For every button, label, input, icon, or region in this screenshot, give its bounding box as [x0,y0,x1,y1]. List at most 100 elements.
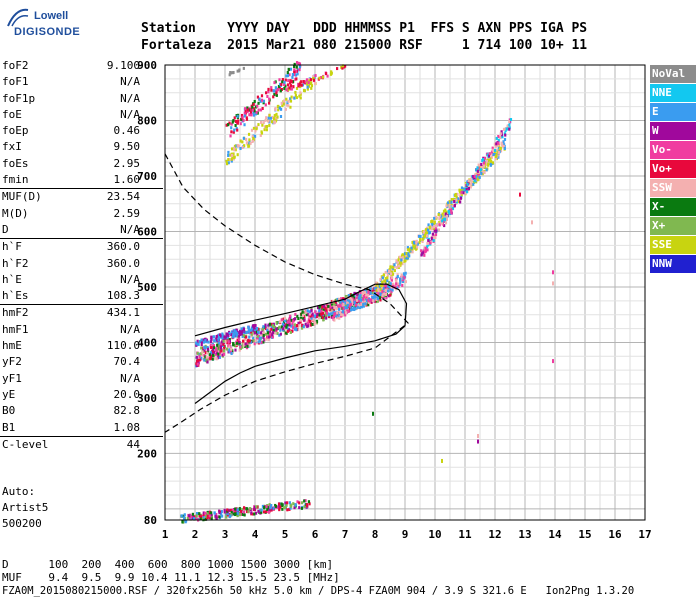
echo-point [423,234,426,238]
echo-point [203,358,206,362]
echo-point [242,506,246,510]
header-values: Fortaleza 2015 Mar21 080 215000 RSF 1 71… [141,38,588,53]
echo-point [353,291,356,295]
echo-point [350,297,353,301]
echo-point [201,353,204,357]
echo-point [262,331,265,335]
echo-point [230,157,233,161]
echo-point [451,207,455,211]
echo-point [247,132,251,136]
echo-point [442,214,445,218]
echo-point [220,512,223,516]
echo-point [250,328,253,332]
echo-point [238,68,241,72]
echo-point [285,74,288,78]
echo-point [252,111,255,115]
echo-point [360,305,364,309]
echo-point [224,340,227,344]
echo-point [472,180,475,184]
echo-point [334,306,337,310]
echo-point [286,508,289,512]
echo-point [298,501,301,505]
echo-point [242,118,245,122]
echo-point [497,138,500,142]
echo-point [226,336,229,340]
echo-point [382,273,386,277]
echo-point [252,107,256,111]
echo-point [519,192,521,197]
echo-point [261,123,264,127]
echo-point [364,302,367,306]
echo-point [395,280,398,284]
echo-point [325,309,328,313]
x-tick-label: 5 [282,528,289,541]
echo-point [385,296,388,300]
param-value: 70.4 [113,355,141,369]
echo-point [353,296,356,300]
echo-point [292,319,295,323]
echo-point [497,135,500,139]
echo-point [307,500,311,504]
echo-point [354,303,358,307]
echo-point [276,88,279,92]
echo-point [281,80,284,84]
echo-point [440,214,443,218]
echo-point [305,78,309,82]
echo-point [232,512,236,516]
echo-point [304,80,307,84]
echo-point [252,339,255,343]
echo-point [206,349,210,353]
echo-point [317,311,320,315]
echo-point [196,362,199,366]
echo-point [293,64,296,68]
echo-point [241,115,244,119]
echo-point [202,515,205,519]
echo-point [270,504,273,508]
echo-point [259,99,262,103]
echo-point [213,356,216,360]
echo-point [288,320,291,324]
echo-point [306,504,309,508]
echo-point [232,155,236,159]
echo-point [225,513,228,517]
echo-point [229,134,232,138]
echo-point [286,74,290,78]
echo-point [239,139,242,143]
echo-point [308,312,311,316]
echo-point [406,246,409,250]
echo-point [253,342,256,346]
echo-point [488,158,491,162]
echo-point [411,247,414,251]
echo-point [201,350,204,354]
echo-point [204,351,207,355]
echo-point [264,103,267,107]
echo-point [469,182,473,186]
echo-point [273,120,277,124]
echo-point [346,301,349,305]
echo-point [262,335,265,339]
echo-point [278,320,281,324]
echo-point [552,281,554,286]
echo-point [264,332,268,336]
echo-point [202,338,205,342]
echo-point [351,300,354,304]
echo-point [230,351,233,355]
echo-point [346,299,349,303]
param-row: foE N/A [0,107,163,123]
param-name: yE [2,387,16,401]
echo-point [272,506,275,510]
echo-point [244,137,248,141]
echo-point [290,95,293,99]
echo-point [283,506,286,510]
echo-point [266,328,269,332]
param-name: fmin [2,173,29,187]
echo-point [250,128,254,132]
echo-point [501,143,504,147]
echo-point [211,357,214,361]
echo-point [498,147,501,151]
y-tick-label: 80 [144,514,157,527]
echo-point [235,127,238,131]
echo-point [401,283,404,287]
echo-point [434,235,437,239]
echo-point [198,512,201,516]
